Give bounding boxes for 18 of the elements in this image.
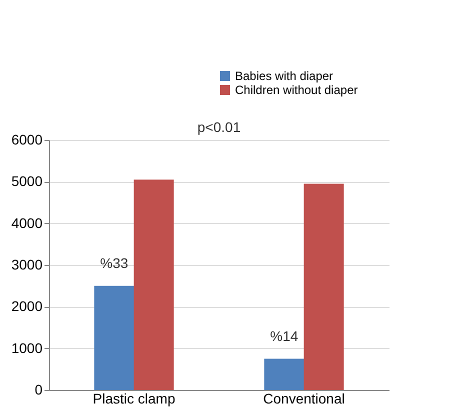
annotation: %14 bbox=[270, 328, 298, 344]
y-tick-label: 2000 bbox=[11, 298, 43, 314]
y-tick-label: 5000 bbox=[11, 173, 43, 190]
annotation: %33 bbox=[100, 254, 128, 271]
y-tick-label: 3000 bbox=[11, 256, 43, 272]
text: p<0.01 bbox=[197, 119, 241, 135]
bar bbox=[94, 286, 134, 390]
y-tick-label: 6000 bbox=[11, 132, 43, 148]
y-tick-label: 4000 bbox=[11, 214, 43, 231]
legend-label: Babies with diaper bbox=[235, 69, 334, 83]
y-tick-label: 1000 bbox=[11, 340, 43, 356]
bar bbox=[304, 184, 344, 390]
x-tick-label: Conventional bbox=[263, 390, 345, 406]
y-tick-label: 0 bbox=[34, 382, 43, 398]
x-tick-label: Plastic clamp bbox=[92, 390, 176, 406]
legend-label: Children without diaper bbox=[235, 83, 358, 97]
bar bbox=[264, 358, 304, 390]
bar bbox=[134, 180, 174, 390]
